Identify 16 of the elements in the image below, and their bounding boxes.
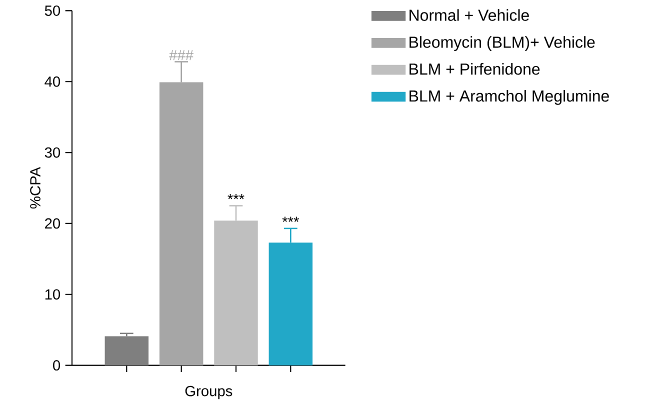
y-tick-label: 30: [44, 147, 60, 158]
y-tick-label: 50: [44, 5, 60, 16]
y-tick-label: 10: [45, 289, 60, 300]
bar: [104, 336, 149, 366]
legend-label: Bleomycin (BLM)+ Vehicle: [410, 36, 595, 52]
legend-label: Normal + Vehicle: [410, 9, 529, 21]
y-tick-label: 0: [53, 360, 60, 371]
data-label: ***: [228, 194, 244, 200]
legend-label: BLM + Pirfenidone: [410, 63, 540, 75]
legend-label: BLM + Aramchol Meglumine: [410, 90, 609, 105]
data-label: ###: [169, 50, 194, 60]
y-tick-label: 20: [45, 218, 60, 229]
x-axis-title: Groups: [185, 386, 232, 400]
data-label: ***: [282, 216, 299, 222]
y-tick-label: 40: [44, 76, 60, 87]
y-axis-title: %CPA: [30, 166, 40, 209]
